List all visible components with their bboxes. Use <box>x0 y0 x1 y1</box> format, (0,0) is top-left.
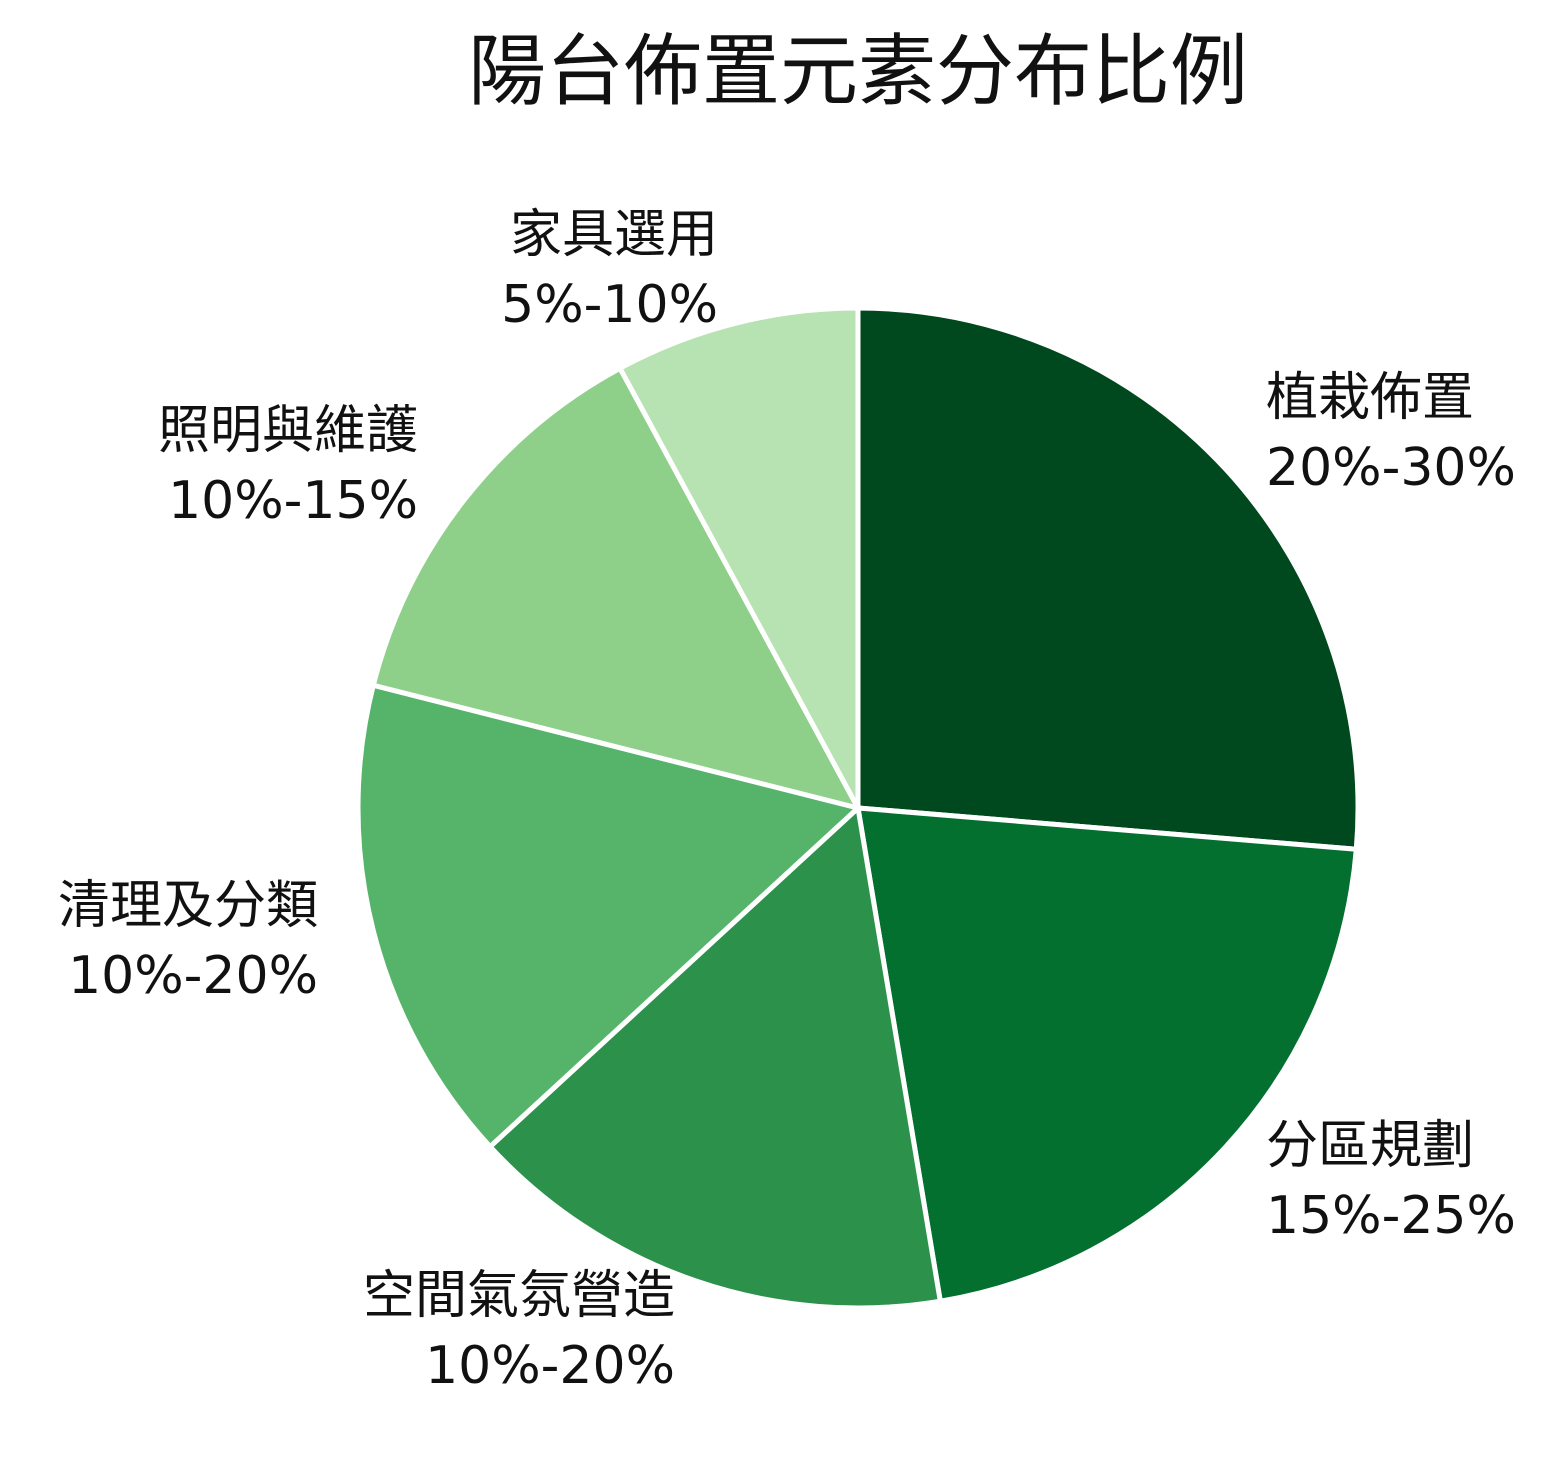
slice-value-label-2: 10%-20% <box>425 1336 675 1396</box>
slice-value-label-3: 10%-20% <box>68 946 318 1006</box>
slice-label-2: 空間氣氛營造 <box>363 1266 675 1326</box>
pie-labels: 植栽佈置 20%-30% 分區規劃 15%-25% 空間氣氛營造 10%-20% 清理及分類… <box>58 205 1516 1396</box>
slice-label-3: 清理及分類 <box>58 876 318 936</box>
slice-value-label-1: 15%-25% <box>1266 1186 1516 1246</box>
chart-title: 陽台佈置元素分布比例 <box>468 27 1248 117</box>
slice-label-5: 家具選用 <box>510 205 718 265</box>
slice-label-1: 分區規劃 <box>1266 1116 1474 1176</box>
pie-slice-3 <box>355 682 861 1150</box>
pie-slice-2 <box>487 805 943 1311</box>
slice-value-label-4: 10%-15% <box>168 471 418 531</box>
slice-value-label-0: 20%-30% <box>1266 438 1516 498</box>
pie-slices <box>355 305 1361 1311</box>
slice-label-0: 植栽佈置 <box>1266 368 1474 428</box>
pie-slice-5 <box>617 305 861 811</box>
pie-slice-0 <box>855 305 1361 852</box>
slice-value-label-5: 5%-10% <box>501 275 718 335</box>
pie-slice-4 <box>370 365 861 811</box>
slice-label-4: 照明與維護 <box>158 401 418 461</box>
pie-slice-1 <box>855 805 1359 1304</box>
